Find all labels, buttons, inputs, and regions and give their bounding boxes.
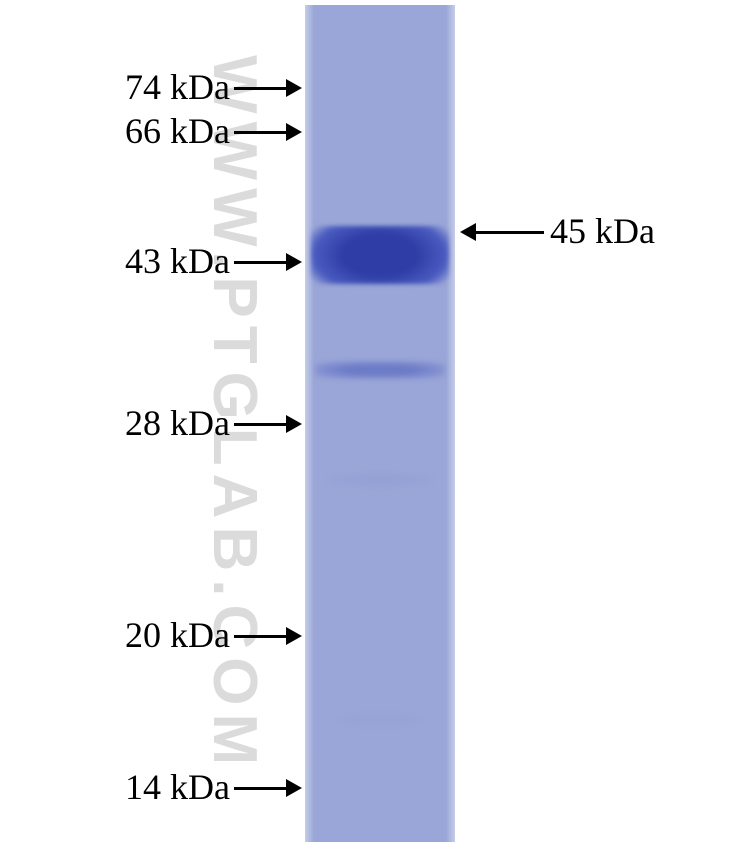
marker-arrow-head bbox=[286, 253, 302, 271]
marker-label: 66 kDa bbox=[125, 110, 230, 152]
marker-label: 43 kDa bbox=[125, 240, 230, 282]
sample-arrow-line bbox=[476, 231, 544, 234]
marker-arrow-line bbox=[234, 635, 286, 638]
band-faint-band-24kda bbox=[323, 474, 437, 486]
gel-image-canvas: WWW.PTGLAB.COM 74 kDa66 kDa43 kDa28 kDa2… bbox=[0, 0, 740, 847]
marker-arrow-head bbox=[286, 627, 302, 645]
marker-arrow-line bbox=[234, 423, 286, 426]
marker-arrow-head bbox=[286, 415, 302, 433]
marker-arrow-head bbox=[286, 123, 302, 141]
marker-arrow-line bbox=[234, 87, 286, 90]
sample-arrow-head bbox=[460, 223, 476, 241]
marker-arrow-line bbox=[234, 131, 286, 134]
sample-band-label: 45 kDa bbox=[550, 210, 655, 252]
marker-label: 28 kDa bbox=[125, 402, 230, 444]
band-faint-band-16kda bbox=[325, 714, 435, 726]
marker-label: 74 kDa bbox=[125, 66, 230, 108]
marker-arrow-line bbox=[234, 261, 286, 264]
band-main-band-45kda bbox=[311, 226, 449, 284]
marker-label: 14 kDa bbox=[125, 766, 230, 808]
marker-label: 20 kDa bbox=[125, 614, 230, 656]
marker-arrow-head bbox=[286, 79, 302, 97]
marker-arrow-head bbox=[286, 779, 302, 797]
marker-arrow-line bbox=[234, 787, 286, 790]
band-minor-band-32kda bbox=[315, 362, 445, 378]
